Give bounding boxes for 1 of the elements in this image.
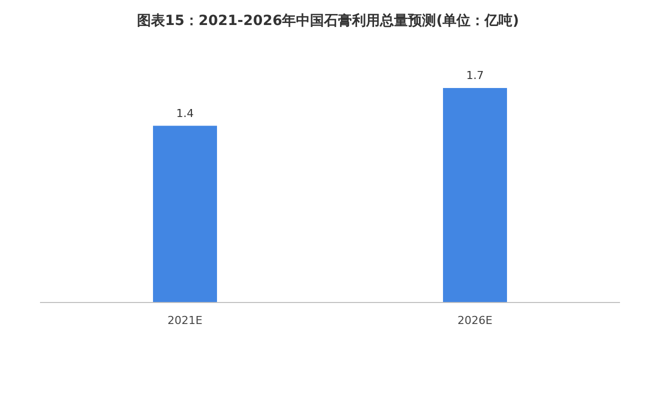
- title: 图表15：2021-2026年中国石膏利用总量预测(单位：亿吨): [136, 13, 520, 29]
